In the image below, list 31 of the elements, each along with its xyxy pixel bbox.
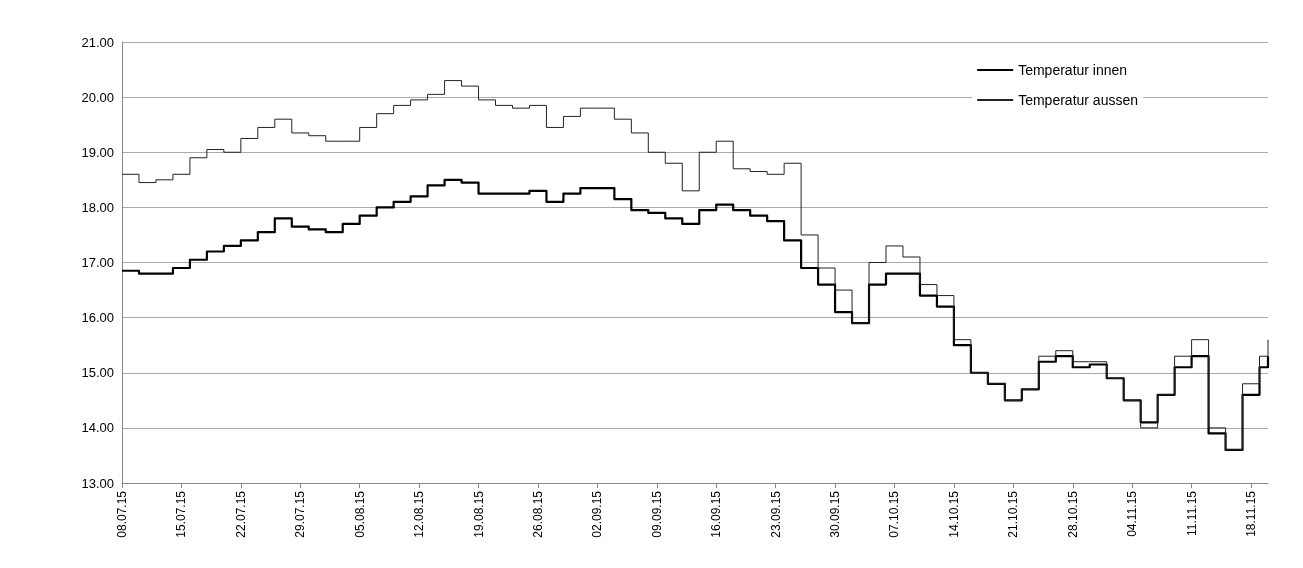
y-tick-label: 21.00 [81,34,114,50]
x-tick-label: 22.07.15 [233,490,248,538]
x-tick-label: 23.09.15 [768,490,783,538]
x-tick-label: 29.07.15 [293,490,308,538]
y-tick-label: 14.00 [81,420,114,436]
y-tick-label: 16.00 [81,310,114,326]
legend-label: Temperatur innen [1018,62,1128,78]
x-tick-label: 14.10.15 [946,490,961,538]
y-tick-label: 18.00 [81,199,114,215]
x-tick-label: 08.07.15 [115,490,129,538]
x-tick-label: 02.09.15 [590,490,605,538]
x-tick-label: 16.09.15 [709,490,724,538]
x-tick-label: 04.11.15 [1125,490,1140,537]
x-tick-label: 30.09.15 [828,490,843,538]
x-tick-label: 07.10.15 [887,490,902,538]
x-tick-label: 15.07.15 [174,490,189,538]
x-tick-label: 18.11.15 [1244,490,1259,537]
y-tick-label: 20.00 [81,89,114,105]
legend-label: Temperatur aussen [1018,92,1138,108]
y-tick-label: 13.00 [81,475,114,491]
y-tick-label: 15.00 [81,365,114,381]
x-tick-label: 26.08.15 [530,490,545,538]
y-tick-label: 17.00 [81,255,114,270]
x-tick-label: 28.10.15 [1065,490,1080,538]
x-tick-label: 11.11.15 [1184,490,1199,536]
y-tick-label: 19.00 [81,144,114,160]
x-tick-label: 09.09.15 [649,490,664,538]
x-tick-label: 19.08.15 [471,490,486,538]
x-tick-label: 12.08.15 [412,490,427,538]
x-tick-label: 05.08.15 [352,490,367,538]
x-tick-label: 21.10.15 [1006,490,1021,538]
